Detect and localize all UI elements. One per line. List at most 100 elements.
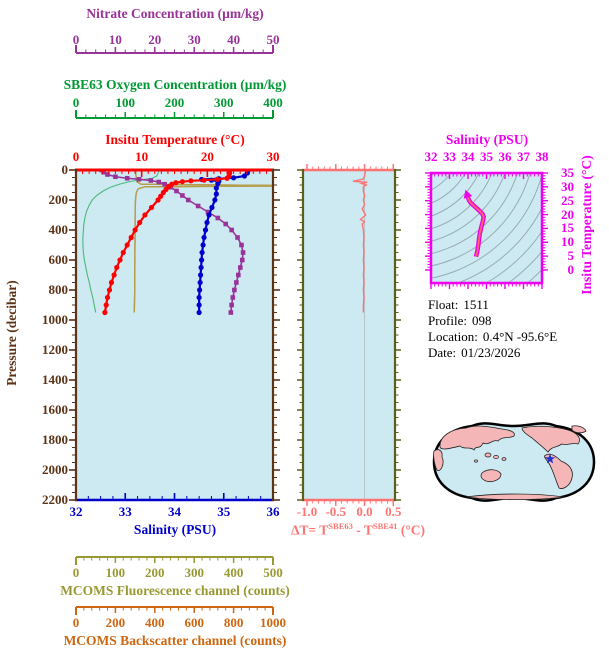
ts-temperature-tick-label: 30	[561, 178, 574, 194]
map-land-eurasia	[439, 425, 515, 451]
temperature-marker	[128, 234, 134, 241]
nitrate-marker	[240, 250, 246, 255]
ts-salinity-axis-title: Salinity (PSU)	[445, 132, 529, 147]
pressure-tick-label: 1600	[42, 402, 68, 417]
temperature-marker	[158, 193, 164, 199]
nitrate-marker	[174, 188, 179, 194]
temperature-marker	[120, 249, 126, 256]
pressure-tick-label: 2000	[42, 462, 68, 477]
ts-plot-area	[431, 173, 542, 283]
temperature-tick-label: 0	[72, 149, 80, 164]
nitrate-axis-title: Nitrate Concentration (µm/kg)	[86, 6, 264, 21]
salinity-tick-label: 34	[168, 504, 181, 519]
backscatter-tick-label: 200	[105, 615, 126, 630]
salinity-marker	[212, 197, 218, 203]
salinity-marker	[196, 309, 202, 316]
pressure-tick-label: 200	[48, 192, 69, 207]
temperature-marker	[142, 212, 148, 218]
salinity-marker	[206, 212, 212, 218]
temperature-tick-label: 20	[200, 149, 214, 164]
ts-temperature-tick-label: 35	[561, 165, 574, 180]
temperature-marker	[137, 219, 143, 226]
ts-salinity-tick-label: 36	[498, 149, 512, 164]
salinity-tick-label: 33	[118, 504, 132, 519]
nitrate-tick-label: 20	[148, 32, 162, 47]
float-location-star	[544, 453, 556, 464]
salinity-marker	[197, 279, 203, 286]
delta-t-curve	[352, 170, 369, 313]
nitrate-marker	[239, 242, 244, 248]
nitrate-marker	[180, 193, 185, 198]
temperature-marker	[224, 175, 230, 181]
salinity-marker	[215, 180, 221, 187]
map-land-island	[501, 457, 507, 461]
oxygen-tick-label: 200	[164, 95, 185, 110]
salinity-marker	[199, 249, 205, 256]
salinity-marker	[201, 234, 207, 241]
fluorescence-tick-label: 200	[145, 565, 165, 580]
salinity-marker	[202, 227, 209, 233]
salinity-marker	[241, 173, 248, 179]
profile-plot-area	[76, 170, 273, 500]
nitrate-tick-label: 30	[187, 32, 201, 47]
salinity-marker	[196, 302, 202, 308]
fluorescence-tick-label: 100	[105, 565, 126, 580]
fluorescence-tick-label: 500	[263, 565, 283, 580]
delta-t-label-suffix: (°C)	[397, 522, 425, 538]
world-map	[432, 422, 596, 502]
temperature-marker	[160, 189, 166, 196]
nitrate-tick-label: 40	[227, 32, 241, 47]
map-land-island	[474, 459, 478, 463]
nitrate-marker	[223, 221, 229, 227]
delta-t-label-mid: - T	[352, 522, 373, 538]
nitrate-marker	[185, 197, 191, 203]
date-value: 01/23/2026	[461, 345, 521, 360]
temperature-marker	[214, 176, 220, 182]
salinity-axis-title: Salinity (PSU)	[133, 522, 217, 537]
salinity-marker	[213, 185, 219, 191]
delta-t-label-sup2: SBE41	[372, 521, 398, 531]
salinity-marker	[200, 242, 206, 248]
temperature-marker	[108, 279, 115, 286]
delta-t-axis-title: ΔT= TSBE63 - TSBE41 (°C)	[291, 521, 425, 539]
map-land-africa	[433, 449, 444, 471]
map-land-antarctica	[465, 493, 565, 501]
temperature-tick-label: 10	[135, 149, 149, 164]
delta-t-tick-label: -1.0	[296, 504, 318, 519]
map-land-island	[493, 455, 499, 459]
pressure-tick-label: 2200	[42, 492, 68, 507]
nitrate-marker	[237, 265, 243, 270]
ts-temperature-tick-label: 20	[561, 206, 574, 222]
temperature-marker	[179, 179, 185, 185]
profile-curves	[82, 170, 273, 316]
ts-salinity-tick-label: 34	[461, 149, 475, 164]
nitrate-marker	[235, 235, 240, 240]
profile-line: Profile: 098	[428, 313, 557, 329]
nitrate-marker	[234, 280, 239, 285]
ts-salinity-tick-label: 33	[443, 149, 456, 164]
salinity-marker	[197, 287, 203, 293]
temperature-marker	[124, 242, 130, 248]
float-value: 1511	[463, 297, 489, 312]
nitrate-marker	[232, 287, 237, 293]
ts-temperature-tick-label: 15	[561, 220, 574, 236]
nitrate-marker	[236, 272, 241, 278]
float-id-line: Float: 1511	[428, 297, 557, 313]
pressure-tick-label: 1800	[42, 432, 68, 447]
nitrate-marker	[105, 172, 110, 177]
temperature-marker	[106, 287, 113, 293]
fluorescence-axis-title: MCOMS Fluorescence channel (counts)	[60, 583, 290, 598]
nitrate-marker	[101, 170, 106, 175]
nitrate-marker	[162, 181, 167, 187]
temperature-axis-title: Insitu Temperature (°C)	[105, 132, 245, 147]
delta-t-plot-area	[303, 170, 395, 500]
temperature-marker	[104, 294, 111, 301]
ts-salinity-tick-label: 32	[424, 149, 438, 164]
pressure-tick-label: 800	[48, 282, 69, 297]
nitrate-marker	[239, 257, 245, 263]
backscatter-tick-label: 800	[223, 615, 244, 630]
nitrate-marker	[156, 179, 162, 185]
backscatter-axis-title: MCOMS Backscatter channel (counts)	[63, 633, 287, 648]
ts-salinity-tick-label: 37	[517, 149, 530, 164]
